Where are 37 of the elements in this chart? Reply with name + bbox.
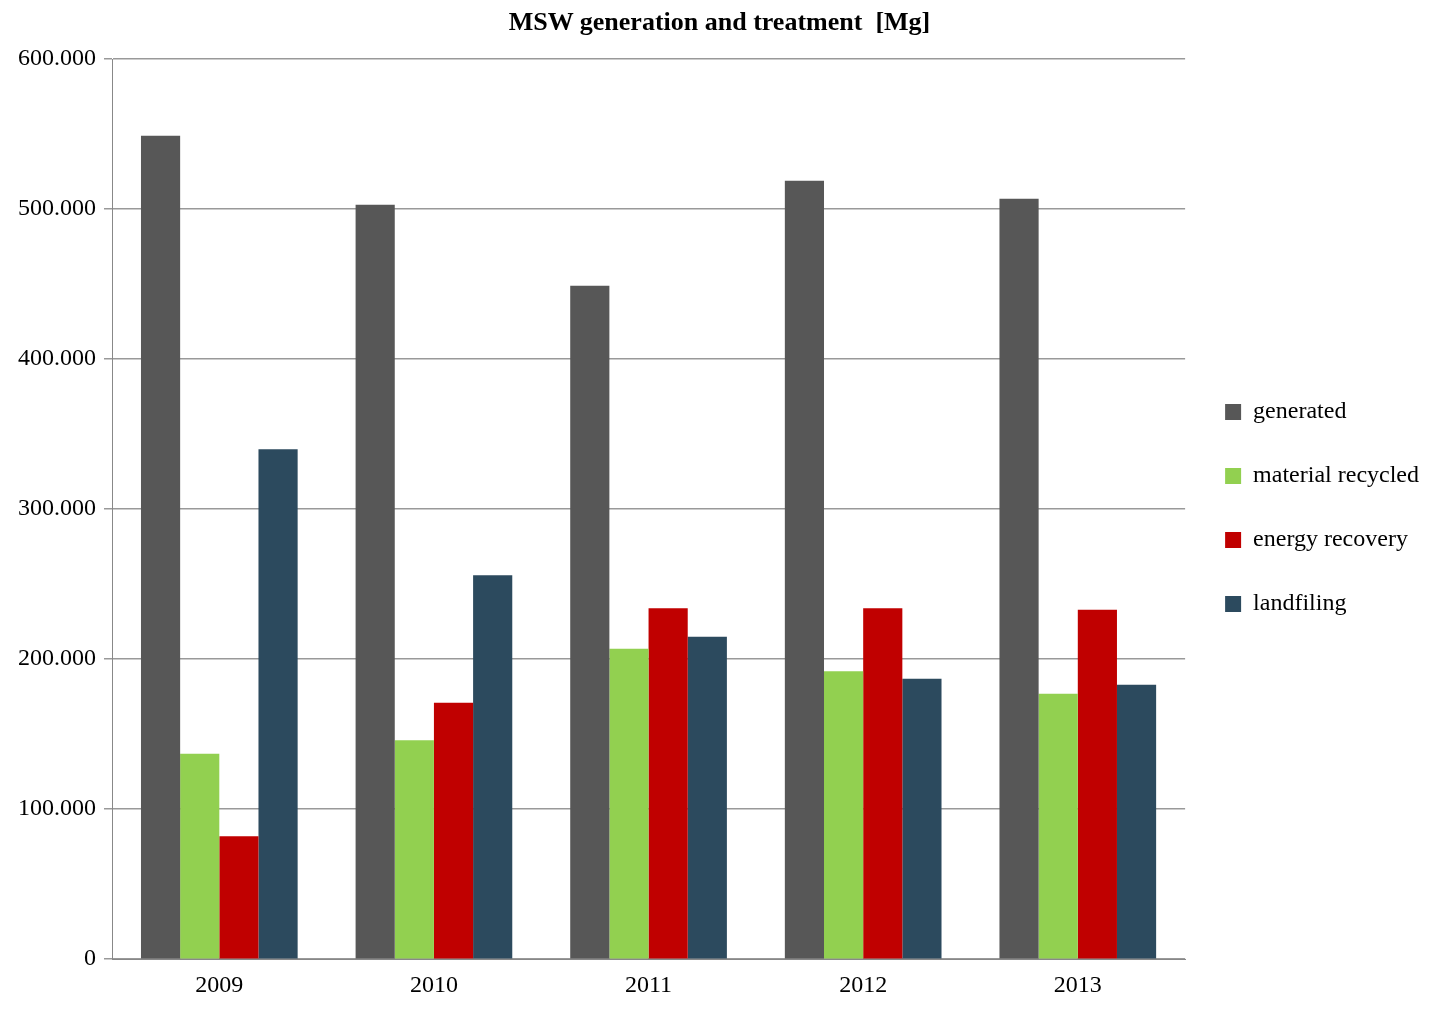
bar bbox=[473, 575, 513, 959]
x-tick-label: 2011 bbox=[625, 970, 673, 997]
bar bbox=[784, 180, 825, 959]
y-tick-label: 600.000 bbox=[18, 44, 96, 71]
bar bbox=[258, 449, 298, 959]
bar bbox=[394, 740, 434, 959]
bar bbox=[824, 671, 864, 959]
legend-label: landfiling bbox=[1253, 589, 1347, 616]
legend-label: material recycled bbox=[1253, 461, 1419, 488]
bar bbox=[1077, 609, 1117, 959]
legend-label: energy recovery bbox=[1253, 525, 1408, 552]
bar bbox=[687, 636, 727, 959]
bar bbox=[999, 198, 1039, 959]
bar bbox=[219, 836, 259, 959]
bar bbox=[863, 608, 903, 959]
bar bbox=[1038, 693, 1078, 959]
bar bbox=[140, 135, 181, 959]
y-tick-label: 300.000 bbox=[18, 494, 96, 521]
bar bbox=[1116, 684, 1157, 959]
y-tick-label: 400.000 bbox=[18, 344, 96, 371]
y-tick-label: 0 bbox=[84, 944, 96, 971]
x-tick-label: 2009 bbox=[195, 970, 244, 997]
bar bbox=[433, 702, 474, 959]
y-tick-label: 500.000 bbox=[18, 194, 96, 221]
legend-label: generated bbox=[1253, 397, 1347, 424]
bar bbox=[648, 608, 688, 959]
bar bbox=[902, 678, 942, 959]
bar bbox=[609, 648, 649, 959]
bar bbox=[355, 204, 395, 959]
y-tick-label: 200.000 bbox=[18, 644, 96, 671]
x-tick-label: 2010 bbox=[409, 970, 458, 997]
x-tick-label: 2012 bbox=[839, 970, 888, 997]
bar bbox=[570, 285, 610, 959]
chart-title: MSW generation and treatment [Mg] bbox=[508, 7, 931, 37]
bar bbox=[180, 753, 220, 959]
y-tick-label: 100.000 bbox=[18, 794, 96, 821]
x-tick-label: 2013 bbox=[1053, 970, 1102, 997]
